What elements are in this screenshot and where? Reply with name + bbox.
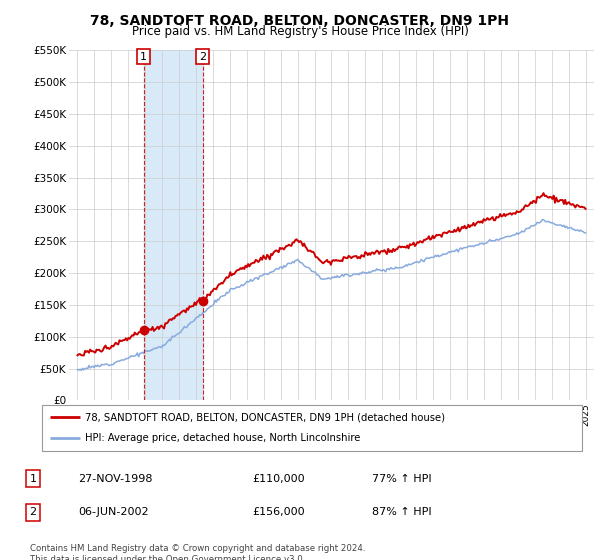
Text: £110,000: £110,000 <box>252 474 305 484</box>
Text: 27-NOV-1998: 27-NOV-1998 <box>78 474 152 484</box>
Bar <box>143 50 203 400</box>
Text: HPI: Average price, detached house, North Lincolnshire: HPI: Average price, detached house, Nort… <box>85 433 361 444</box>
Text: 78, SANDTOFT ROAD, BELTON, DONCASTER, DN9 1PH: 78, SANDTOFT ROAD, BELTON, DONCASTER, DN… <box>91 14 509 28</box>
Text: Contains HM Land Registry data © Crown copyright and database right 2024.
This d: Contains HM Land Registry data © Crown c… <box>30 544 365 560</box>
Text: 1: 1 <box>29 474 37 484</box>
Text: 87% ↑ HPI: 87% ↑ HPI <box>372 507 431 517</box>
Text: 78, SANDTOFT ROAD, BELTON, DONCASTER, DN9 1PH (detached house): 78, SANDTOFT ROAD, BELTON, DONCASTER, DN… <box>85 412 445 422</box>
Text: 1: 1 <box>140 52 147 62</box>
FancyBboxPatch shape <box>42 405 582 451</box>
Text: Price paid vs. HM Land Registry's House Price Index (HPI): Price paid vs. HM Land Registry's House … <box>131 25 469 38</box>
Text: 2: 2 <box>199 52 206 62</box>
Text: 77% ↑ HPI: 77% ↑ HPI <box>372 474 431 484</box>
Text: 2: 2 <box>29 507 37 517</box>
Text: 06-JUN-2002: 06-JUN-2002 <box>78 507 149 517</box>
Text: £156,000: £156,000 <box>252 507 305 517</box>
